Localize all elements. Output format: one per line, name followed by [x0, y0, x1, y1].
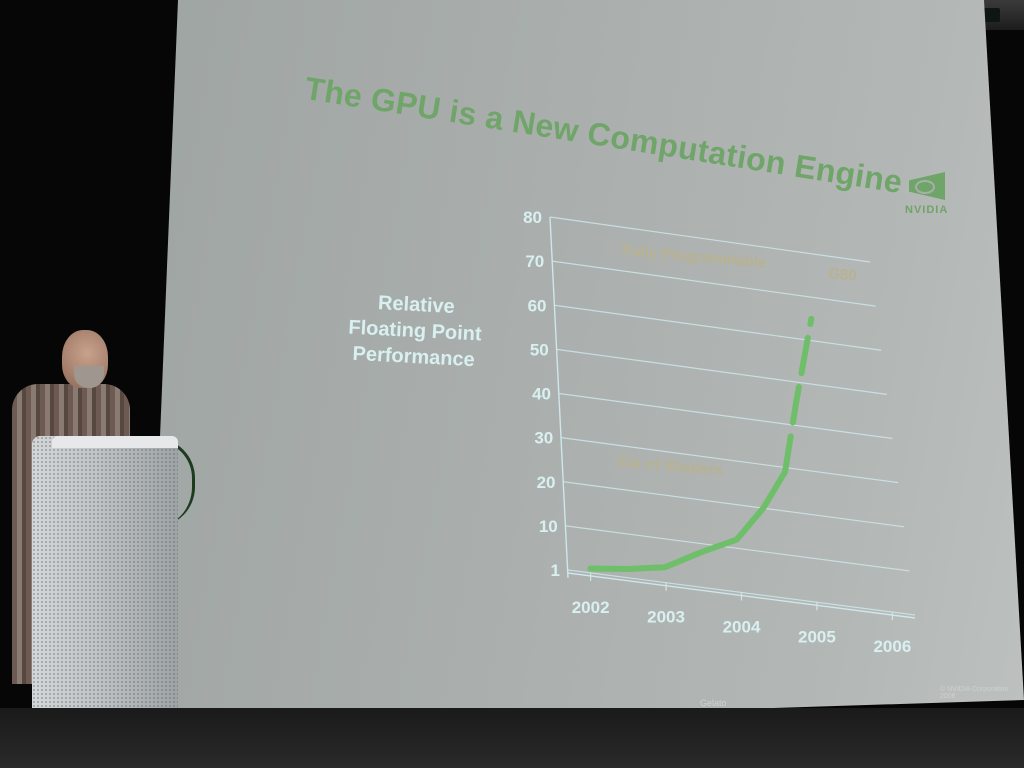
y-tick-40: 40: [532, 385, 551, 404]
x-tick-2006: 2006: [873, 637, 911, 656]
gridline-20: [563, 481, 904, 528]
x-tick-2003: 2003: [647, 608, 685, 627]
gridline-10: [565, 525, 910, 572]
y-tick-60: 60: [528, 296, 547, 315]
gridline-40: [558, 392, 893, 440]
chart-ticks: 1 10 20 30 40 50 60 70 80 2002 2003 2004 2005 2006: [523, 208, 911, 656]
nvidia-logo: NVIDIA: [905, 172, 957, 220]
annotation-g80: G80: [828, 265, 858, 284]
chart-grid: [549, 216, 916, 621]
x-tick-2005: 2005: [798, 627, 836, 646]
series-line-0: [587, 468, 789, 573]
logo-eye-ring: [915, 180, 935, 194]
slide-copyright: © NVIDIA Corporation 2006: [940, 686, 1009, 700]
stage-floor: [0, 708, 1024, 768]
x-tick-2002: 2002: [572, 598, 610, 617]
annotation-fully-programmable: Fully Programmable: [622, 242, 767, 272]
y-tick-50: 50: [530, 340, 549, 359]
gridline-70: [552, 260, 876, 307]
slide-footer: Gelato: [700, 698, 727, 708]
y-axis-line: [549, 216, 569, 579]
y-tick-20: 20: [537, 473, 556, 492]
gridline-80: [549, 216, 871, 263]
x-tick-2004: 2004: [723, 618, 761, 637]
y-tick-1: 1: [551, 561, 560, 580]
podium: [32, 436, 178, 720]
podium-top: [52, 436, 178, 448]
y-tick-80: 80: [523, 208, 542, 227]
speaker-beard: [74, 366, 104, 388]
gridline-60: [554, 304, 882, 351]
y-tick-70: 70: [525, 252, 544, 271]
projection-screen: [148, 0, 1024, 728]
logo-text: NVIDIA: [905, 204, 949, 216]
chart-series: [587, 315, 815, 573]
gridline-30: [561, 437, 899, 484]
y-tick-10: 10: [539, 517, 558, 536]
series-line-projected-0: [782, 315, 815, 475]
y-tick-30: 30: [534, 429, 553, 448]
gridline-50: [556, 348, 887, 395]
